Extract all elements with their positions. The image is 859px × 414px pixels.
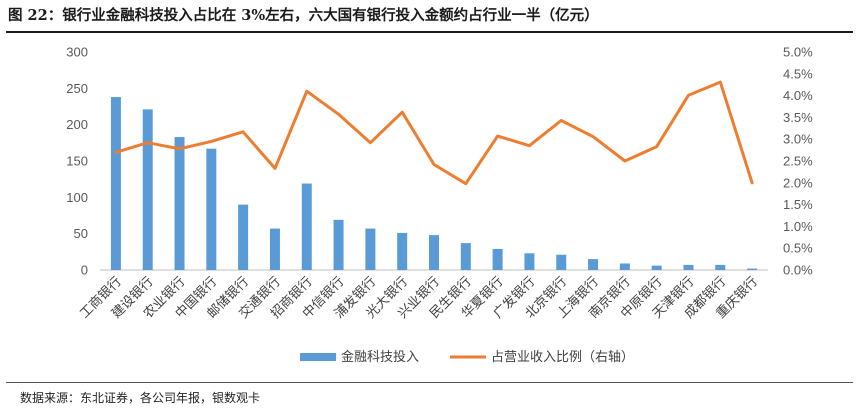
right-axis-tick-label: 4.5%	[783, 66, 813, 81]
combo-chart: 0 50 100 150 200 250 300 0.0% 0.5% 1.0% 1.5% 2.0% 2…	[66, 45, 813, 365]
bar	[683, 264, 694, 270]
right-axis-tick-label: 1.0%	[783, 219, 813, 234]
right-axis-tick-label: 3.5%	[783, 110, 813, 125]
right-axis-ticks: 0.0% 0.5% 1.0% 1.5% 2.0% 2.5% 3.0% 3.5% 4.0% 4.5%…	[783, 45, 813, 278]
right-axis-tick-label: 5.0%	[783, 45, 813, 60]
bar	[269, 228, 280, 270]
series-line	[114, 80, 754, 186]
left-axis-tick-label: 0	[81, 263, 88, 278]
bar	[747, 268, 758, 270]
left-axis-tick-label: 200	[66, 117, 88, 132]
left-axis-tick-label: 150	[66, 154, 88, 169]
legend-bar-swatch	[300, 353, 336, 361]
line-series	[114, 80, 754, 186]
bar	[524, 253, 535, 270]
bottom-rule	[6, 382, 853, 383]
left-axis-tick-label: 300	[66, 45, 88, 60]
right-axis-tick-label: 2.0%	[783, 175, 813, 190]
bar-series	[110, 97, 758, 270]
bar	[365, 228, 376, 270]
left-axis-tick-label: 250	[66, 81, 88, 96]
bar	[588, 259, 599, 270]
right-axis-tick-label: 0.0%	[783, 263, 813, 278]
source-note: 数据来源：东北证券，各公司年报，银数观卡	[20, 391, 261, 405]
bar	[715, 264, 726, 270]
bar	[651, 265, 662, 270]
bar	[206, 148, 217, 270]
bar	[238, 204, 249, 270]
right-axis-tick-label: 4.0%	[783, 88, 813, 103]
bar	[301, 183, 312, 270]
bar	[460, 243, 471, 270]
left-axis-tick-label: 50	[74, 226, 88, 241]
bar	[556, 254, 567, 270]
legend-bar-label: 金融科技投入	[341, 349, 419, 364]
left-axis-tick-label: 100	[66, 190, 88, 205]
bar	[619, 263, 630, 270]
bar	[397, 232, 408, 270]
legend: 金融科技投入 占营业收入比例（右轴）	[300, 349, 634, 364]
right-axis-tick-label: 0.5%	[783, 241, 813, 256]
title-rule	[6, 31, 853, 33]
category-labels: 工商银行建设银行农业银行中国银行邮储银行交通银行招商银行中信银行浦发银行光大银行…	[77, 274, 761, 321]
right-axis-tick-label: 1.5%	[783, 197, 813, 212]
bar	[142, 109, 153, 270]
right-axis-tick-label: 2.5%	[783, 154, 813, 169]
bar	[110, 97, 121, 270]
bar	[492, 248, 503, 270]
figure-title: 图 22：银行业金融科技投入占比在 3%左右，六大国有银行投入金额约占行业一半（…	[8, 7, 599, 24]
right-axis-tick-label: 3.0%	[783, 132, 813, 147]
bar	[429, 235, 439, 270]
bar	[174, 137, 185, 270]
legend-line-label: 占营业收入比例（右轴）	[491, 349, 634, 364]
left-axis-ticks: 0 50 100 150 200 250 300	[66, 45, 88, 278]
bar	[333, 219, 344, 270]
